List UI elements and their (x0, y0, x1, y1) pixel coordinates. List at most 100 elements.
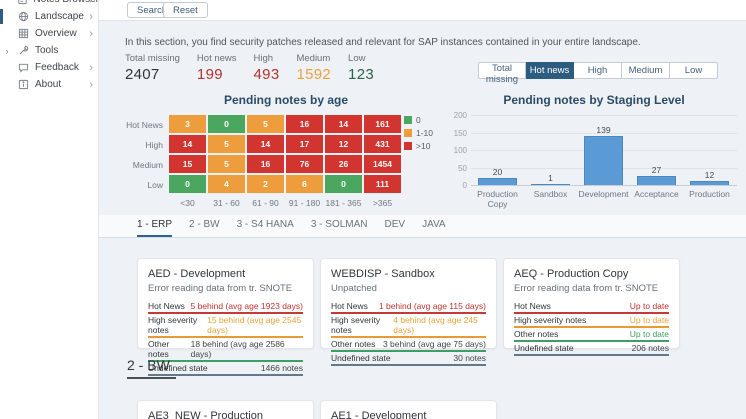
filter-button-low[interactable]: Low (670, 62, 718, 79)
bar (531, 184, 570, 185)
card-row-label: High severity notes (514, 315, 587, 325)
card-title: AE1 - Development (331, 410, 427, 419)
pending-notes-by-age-chart: Pending notes by age Hot News 3 0 5 16 14 161 H… (125, 93, 447, 208)
heatmap-cell: 14 (247, 135, 284, 153)
severity-filter: Total missing Hot news High Medium Low (478, 62, 718, 85)
bw-cards-row: AE3_NEW - Production AE1 - Development (137, 400, 497, 419)
tab-3---solman[interactable]: 3 - SOLMAN (310, 219, 368, 230)
card-row-label: Other notes (514, 329, 559, 339)
stat-label: Medium (296, 53, 331, 64)
stat-label: Hot news (196, 53, 237, 64)
notes-browser-icon (17, 0, 29, 5)
landscape-icon (18, 11, 31, 22)
card-row: Undefined state 1466 notes (148, 363, 303, 376)
sidebar-item-landscape[interactable]: Landscape › (0, 8, 99, 25)
tab-dev[interactable]: DEV (384, 219, 406, 230)
card-row: High severity notes 4 behind (avg age 245… (331, 315, 486, 338)
active-indicator-bar (0, 77, 3, 92)
bar-value-label: 1 (548, 173, 553, 183)
card-rows: Hot News Up to date High severity notes Up … (514, 301, 669, 356)
filter-button-high[interactable]: High (574, 62, 622, 79)
system-card[interactable]: AE3_NEW - Production (137, 400, 314, 419)
card-row-label: High severity notes (148, 315, 198, 335)
card-row-value: 206 notes (631, 343, 669, 353)
stat-hot-news: Hot news 199 (197, 53, 237, 83)
card-row-label: Undefined state (514, 343, 574, 353)
card-row-label: Hot News (148, 301, 185, 311)
toolbar: Search Reset (99, 0, 746, 21)
sidebar-item-tools[interactable]: › Tools (0, 42, 99, 59)
bar-value-label: 27 (651, 164, 662, 175)
tab-3---s4-hana[interactable]: 3 - S4 HANA (236, 219, 294, 230)
heatmap-cell: 431 (364, 135, 401, 153)
card-title: AED - Development (148, 268, 246, 280)
sidebar-item-overview[interactable]: Overview › (0, 25, 99, 42)
heatmap-col-label: 181 - 365 (325, 198, 362, 208)
reset-button[interactable]: Reset (163, 2, 208, 18)
heatmap-cell: 0 (325, 175, 362, 193)
heatmap-cell: 5 (208, 135, 245, 153)
filter-button-hot-news[interactable]: Hot news (526, 62, 574, 79)
card-row-value: Up to date (629, 329, 669, 339)
card-row-label: Other notes (331, 339, 376, 349)
system-card[interactable]: AE1 - Development (320, 400, 497, 419)
chevron-right-icon: › (89, 10, 93, 23)
system-card[interactable]: WEBDISP - Sandbox Unpatched Hot News 1 behi… (320, 258, 497, 366)
missing-notes-stats: Total missing 2407 Hot news 199 High 493 Mediu… (125, 53, 374, 83)
active-indicator-bar (0, 9, 3, 24)
card-row-label: Hot News (514, 301, 551, 311)
heatmap-col-label: 61 - 90 (252, 198, 279, 208)
bar-chart-title: Pending notes by Staging Level (503, 93, 685, 107)
card-rows: Hot News 1 behind (avg age 115 days) High … (331, 301, 486, 366)
chevron-right-icon: › (89, 27, 93, 40)
intro-text: In this section, you find security patch… (125, 37, 641, 48)
card-row: Other notes 3 behind (avg age 75 days) (331, 339, 486, 352)
filter-button-medium[interactable]: Medium (622, 62, 670, 79)
stat-high: High 493 (254, 53, 280, 83)
sidebar-item-about[interactable]: About › (0, 76, 99, 93)
heatmap-cell: 161 (364, 115, 401, 133)
card-row-label: High severity notes (331, 315, 381, 335)
feedback-icon (18, 62, 31, 73)
heatmap-cell: 5 (247, 115, 284, 133)
filter-button-total-missing[interactable]: Total missing (478, 62, 526, 85)
erp-cards-row: AED - Development Error reading data from… (137, 258, 680, 376)
stat-value: 493 (253, 66, 280, 83)
gridline (471, 115, 737, 116)
bar (584, 136, 623, 185)
stat-label: Low (348, 53, 366, 64)
heatmap-cell: 0 (208, 115, 245, 133)
stat-low: Low 123 (348, 53, 374, 83)
heatmap-cell: 15 (169, 155, 206, 173)
y-tick-label: 50 (458, 163, 467, 173)
system-card[interactable]: AEQ - Production Copy Error reading data … (503, 258, 680, 356)
expand-chevron-icon[interactable]: › (5, 45, 9, 56)
heatmap-col-label: 31 - 60 (213, 198, 240, 208)
card-row-value: 1 behind (avg age 115 days) (378, 301, 486, 311)
active-indicator-bar (0, 60, 3, 75)
tab-2---bw[interactable]: 2 - BW (189, 219, 220, 230)
heatmap-cell: 76 (286, 155, 323, 173)
sidebar-item-label: Notes Browser (33, 0, 99, 5)
sidebar-item-notes-browser[interactable]: Notes Browser› (0, 0, 99, 8)
bar-x-label: Production Copy (477, 189, 518, 209)
legend-item: 1-10 (404, 128, 433, 138)
card-row-value: 3 behind (avg age 75 days) (382, 339, 486, 349)
card-row-value: 30 notes (453, 353, 486, 363)
card-row-label: Hot News (331, 301, 368, 311)
about-icon (18, 79, 31, 90)
system-card[interactable]: AED - Development Error reading data from… (137, 258, 314, 376)
heatmap-cell: 0 (169, 175, 206, 193)
heatmap-cell: 5 (208, 155, 245, 173)
card-row: Other notes 18 behind (avg age 2586 days) (148, 339, 303, 362)
tab-java[interactable]: JAVA (422, 219, 446, 230)
chevron-right-icon: › (89, 0, 93, 5)
tab-1---erp[interactable]: 1 - ERP (137, 219, 173, 237)
sidebar-item-feedback[interactable]: Feedback › (0, 59, 99, 76)
bar (478, 178, 517, 185)
legend-label: >10 (416, 141, 431, 151)
sidebar-item-label: Tools (35, 45, 59, 56)
card-row-value: 4 behind (avg age 245 days) (393, 315, 478, 335)
legend-swatch (404, 129, 412, 137)
